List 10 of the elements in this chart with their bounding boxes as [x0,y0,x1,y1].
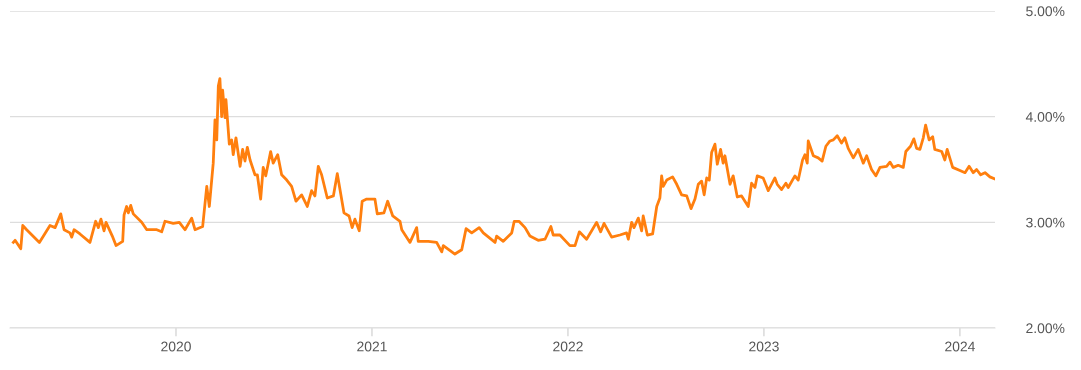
y-tick-label: 2.00% [1026,323,1065,334]
y-tick-label: 3.00% [1026,217,1065,228]
x-tick-label: 2023 [749,341,779,352]
x-tick-label: 2021 [357,341,387,352]
y-tick-label: 4.00% [1025,112,1065,122]
line-series [11,77,995,256]
x-tick-label: 2024 [945,341,975,352]
x-tick-label: 2020 [161,341,191,352]
x-tick-label: 2022 [553,341,583,352]
y-tick-label: 5.00% [1026,6,1065,17]
